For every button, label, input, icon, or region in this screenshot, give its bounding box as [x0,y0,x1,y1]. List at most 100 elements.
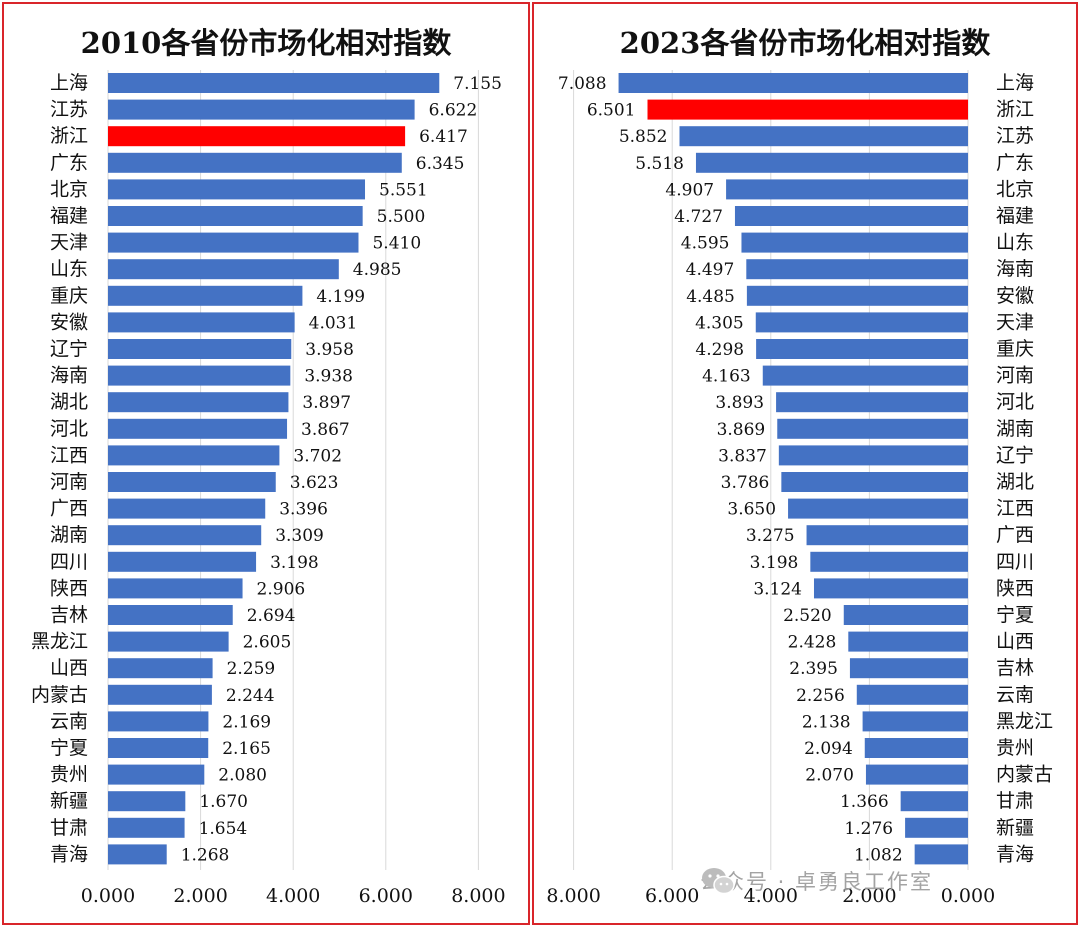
category-label: 广西 [50,498,88,520]
category-label: 吉林 [996,657,1034,679]
bar [788,498,968,519]
data-label: 3.275 [746,526,795,546]
data-label: 3.198 [750,553,799,573]
data-label: 5.551 [379,180,428,200]
category-label: 湖北 [996,471,1034,493]
bar [108,365,291,386]
category-label: 福建 [996,205,1034,227]
x-tick-label: 2.000 [842,885,896,907]
bar [618,73,968,93]
category-label: 广西 [996,524,1034,546]
category-label: 江苏 [50,99,88,121]
bar [843,605,968,625]
category-label: 天津 [996,311,1034,333]
bar [108,285,303,306]
data-label: 3.786 [721,473,770,493]
bar [756,339,968,359]
category-label: 河南 [50,471,88,493]
bar [726,179,968,200]
bar [108,232,359,253]
category-label: 新疆 [50,790,88,812]
data-label: 2.694 [247,606,296,626]
category-label: 甘肃 [50,817,88,839]
bar [856,684,968,705]
chart-title: 2023各省份市场化相对指数 [619,26,991,60]
x-tick-label: 8.000 [451,885,505,907]
bar [108,738,209,758]
category-label: 海南 [50,365,88,387]
bar [108,764,205,785]
data-label: 2.169 [222,712,271,732]
bar [762,365,968,386]
data-label: 4.985 [353,260,402,280]
bar [108,578,243,599]
category-label: 甘肃 [996,790,1034,812]
data-label: 2.165 [222,739,271,759]
category-label: 上海 [50,72,88,94]
category-label: 山东 [996,232,1034,254]
category-label: 江西 [50,444,88,466]
category-label: 四川 [50,551,88,573]
bar [108,259,339,280]
bar [781,472,968,492]
data-label: 3.867 [301,420,350,440]
bar [108,73,440,93]
category-label: 江西 [996,498,1034,520]
data-label: 5.518 [635,154,684,174]
x-tick-label: 4.000 [744,885,798,907]
bar [864,738,968,758]
watermark: 公众号 · 卓勇良工作室 [700,866,933,896]
category-label: 黑龙江 [31,631,88,653]
category-label: 重庆 [50,285,88,307]
bar [746,285,968,306]
category-label: 辽宁 [996,444,1034,466]
x-tick-label: 4.000 [266,885,320,907]
bar [777,418,968,439]
bar [734,206,968,226]
category-label: 辽宁 [50,338,88,360]
x-tick-label: 6.000 [359,885,413,907]
data-label: 4.485 [686,287,735,307]
data-label: 7.088 [558,74,607,94]
category-label: 江苏 [996,125,1034,147]
data-label: 3.897 [302,393,351,413]
data-label: 2.138 [802,712,851,732]
data-label: 3.869 [717,420,766,440]
data-label: 4.031 [309,313,358,333]
bar [108,658,213,679]
category-label: 陕西 [996,577,1034,599]
data-label: 3.938 [304,367,353,387]
data-label: 2.080 [218,766,267,786]
data-label: 4.497 [686,260,735,280]
category-label: 青海 [996,843,1034,865]
bar [806,525,968,546]
data-label: 1.366 [840,792,889,812]
category-label: 天津 [50,232,88,254]
bar [108,126,406,147]
bar [695,152,968,173]
category-label: 云南 [996,684,1034,706]
data-label: 3.893 [715,393,764,413]
category-label: 陕西 [50,577,88,599]
data-label: 4.298 [695,340,744,360]
data-label: 1.082 [854,845,903,865]
category-label: 青海 [50,843,88,865]
category-label: 北京 [50,178,88,200]
data-label: 2.906 [257,579,306,599]
bar [108,392,289,413]
data-label: 4.727 [674,207,723,227]
data-label: 1.654 [199,819,248,839]
bar [746,259,968,280]
bar [108,498,266,519]
bar [108,791,186,812]
data-label: 4.199 [316,287,365,307]
data-label: 4.595 [681,234,730,254]
data-label: 7.155 [453,74,502,94]
bar [679,126,968,147]
bar [108,339,292,359]
category-label: 云南 [50,710,88,732]
category-label: 四川 [996,551,1034,573]
data-label: 1.670 [199,792,248,812]
bar [900,791,968,812]
data-label: 3.198 [270,553,319,573]
